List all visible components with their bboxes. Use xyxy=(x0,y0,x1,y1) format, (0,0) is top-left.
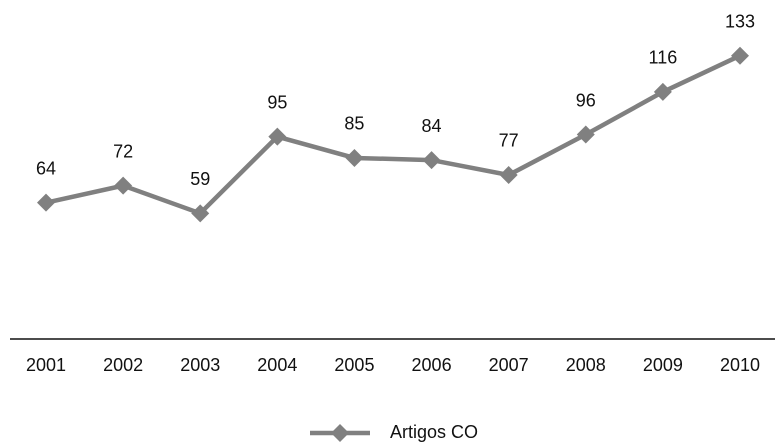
data-label: 133 xyxy=(725,11,755,31)
x-tick-label: 2007 xyxy=(489,355,529,375)
x-tick-label: 2001 xyxy=(26,355,66,375)
point-marker xyxy=(653,82,672,101)
data-label: 64 xyxy=(36,158,56,178)
point-marker xyxy=(268,127,287,146)
x-tick-label: 2006 xyxy=(412,355,452,375)
data-label: 77 xyxy=(499,131,519,151)
x-tick-label: 2004 xyxy=(257,355,297,375)
x-tick-label: 2002 xyxy=(103,355,143,375)
point-marker xyxy=(499,165,518,184)
point-marker xyxy=(114,176,133,195)
point-marker xyxy=(345,148,364,167)
data-label: 96 xyxy=(576,90,596,110)
x-tick-label: 2005 xyxy=(334,355,374,375)
legend-label: Artigos CO xyxy=(390,422,478,442)
x-tick-label: 2003 xyxy=(180,355,220,375)
data-label: 95 xyxy=(267,92,287,112)
x-tick-label: 2010 xyxy=(720,355,760,375)
point-marker xyxy=(37,193,55,212)
point-marker xyxy=(422,151,441,170)
data-label: 116 xyxy=(649,48,678,68)
x-tick-label: 2009 xyxy=(643,355,683,375)
x-tick-label: 2008 xyxy=(566,355,606,375)
point-marker xyxy=(576,125,595,144)
data-label: 84 xyxy=(422,116,442,136)
data-label: 85 xyxy=(344,114,364,134)
point-marker xyxy=(191,204,210,223)
series-line xyxy=(45,53,741,216)
point-marker xyxy=(731,46,749,65)
data-label: 59 xyxy=(190,169,210,189)
data-label: 72 xyxy=(113,141,133,161)
legend-marker xyxy=(331,424,349,442)
